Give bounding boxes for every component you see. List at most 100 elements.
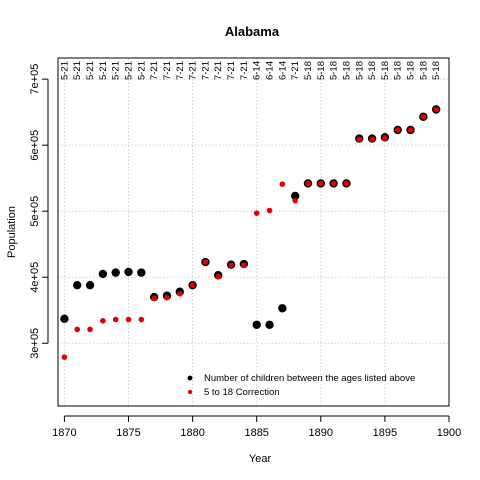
data-point: [252, 320, 261, 329]
age-range-label: 6-14: [277, 61, 288, 80]
age-range-label: 5-18: [341, 61, 352, 80]
chart-title: Alabama: [225, 24, 280, 39]
data-point: [253, 210, 260, 216]
data-point: [228, 262, 234, 269]
x-axis: 1870 1875 1880 1885 1890 1895 1900: [52, 415, 461, 439]
age-range-label: 6-14: [265, 61, 276, 80]
age-range-label: 7-21: [200, 61, 211, 80]
age-range-label: 5-18: [329, 61, 340, 80]
age-range-label: 7-21: [175, 61, 186, 80]
data-point: [151, 295, 157, 302]
age-range-label: 5-18: [354, 61, 365, 80]
data-point: [125, 316, 132, 323]
legend-marker: [187, 375, 193, 381]
age-range-label: 5-21: [124, 61, 135, 80]
age-range-label: 7-21: [188, 61, 199, 80]
age-range-label: 5-21: [111, 61, 122, 80]
data-point: [60, 314, 69, 324]
age-range-label: 7-21: [226, 61, 237, 80]
age-range-label: 6-14: [252, 61, 263, 80]
data-point: [85, 280, 95, 290]
y-axis-label: Population: [6, 206, 18, 258]
series-layer: [60, 105, 441, 360]
legend-marker: [187, 389, 193, 395]
data-point: [356, 136, 363, 143]
data-point: [111, 268, 120, 277]
data-point: [138, 316, 145, 323]
age-range-label: 7-21: [162, 61, 173, 80]
data-point: [73, 280, 82, 290]
age-range-label: 5-21: [59, 61, 70, 80]
data-point: [266, 207, 273, 214]
age-range-label: 5-21: [85, 61, 96, 80]
data-point: [433, 106, 439, 113]
data-point: [87, 326, 93, 333]
age-range-label: 5-18: [316, 61, 327, 80]
data-point: [290, 191, 300, 201]
legend-label: Number of children between the ages list…: [204, 373, 415, 384]
x-tick-label: 1870: [52, 427, 76, 439]
data-point: [318, 180, 324, 187]
y-axis: 3e+05 4e+05 5e+05 6e+05 7e+05: [29, 64, 49, 359]
legend: Number of children between the ages list…: [187, 373, 415, 398]
data-point: [137, 268, 146, 277]
y-tick-label: 4e+05: [29, 262, 41, 293]
data-point: [176, 290, 183, 297]
age-range-label: 5-21: [136, 61, 147, 80]
data-point: [241, 262, 247, 269]
data-point: [124, 267, 133, 277]
data-point: [189, 282, 196, 288]
x-tick-label: 1885: [244, 427, 268, 439]
x-axis-label: Year: [249, 453, 272, 465]
data-point: [382, 135, 388, 141]
data-point: [164, 294, 170, 301]
x-tick-label: 1895: [373, 427, 397, 439]
legend-label: 5 to 18 Correction: [204, 387, 280, 398]
data-point: [330, 180, 337, 187]
plot-frame: [57, 57, 450, 407]
plot-border: [57, 57, 450, 407]
data-point: [100, 318, 106, 324]
data-point: [292, 197, 298, 204]
age-range-label: 7-21: [239, 61, 250, 80]
age-range-label: 7-21: [290, 61, 301, 80]
age-range-label: 5-18: [303, 61, 314, 80]
data-point: [61, 354, 68, 360]
age-range-label: 5-18: [393, 61, 404, 80]
data-point: [215, 273, 222, 280]
data-point: [265, 320, 274, 329]
data-point: [369, 136, 375, 143]
age-range-label: 5-18: [380, 61, 391, 80]
age-range-label: 5-18: [431, 61, 442, 80]
age-range-label: 7-21: [149, 61, 160, 80]
data-point: [343, 180, 350, 187]
age-range-label: 5-18: [367, 61, 378, 80]
x-tick-label: 1875: [116, 427, 140, 439]
series-correction: [61, 106, 439, 360]
age-range-label: 7-21: [213, 61, 224, 80]
data-point: [112, 316, 119, 323]
grid: [58, 58, 450, 406]
age-range-label: 5-21: [98, 61, 109, 80]
y-tick-label: 6e+05: [29, 130, 41, 161]
data-point: [74, 326, 81, 333]
data-point: [202, 259, 209, 265]
y-tick-label: 7e+05: [29, 64, 41, 95]
age-range-label: 5-21: [72, 61, 83, 80]
y-tick-label: 5e+05: [29, 196, 41, 227]
age-range-label: 5-18: [406, 61, 417, 80]
data-point: [98, 269, 108, 279]
x-tick-label: 1880: [180, 427, 204, 439]
x-tick-label: 1890: [309, 427, 333, 439]
age-range-label: 5-18: [418, 61, 429, 80]
data-point: [420, 113, 427, 120]
x-tick-label: 1900: [437, 427, 461, 439]
data-point: [278, 304, 287, 313]
y-tick-label: 3e+05: [29, 328, 41, 359]
data-point: [305, 180, 311, 187]
data-point: [279, 181, 286, 187]
data-point: [407, 127, 414, 133]
data-point: [394, 127, 401, 133]
top-labels: 5-21 5-21 5-21 5-21 5-21 5-21 5-21 7-21 7-21 7-21…: [59, 61, 442, 80]
